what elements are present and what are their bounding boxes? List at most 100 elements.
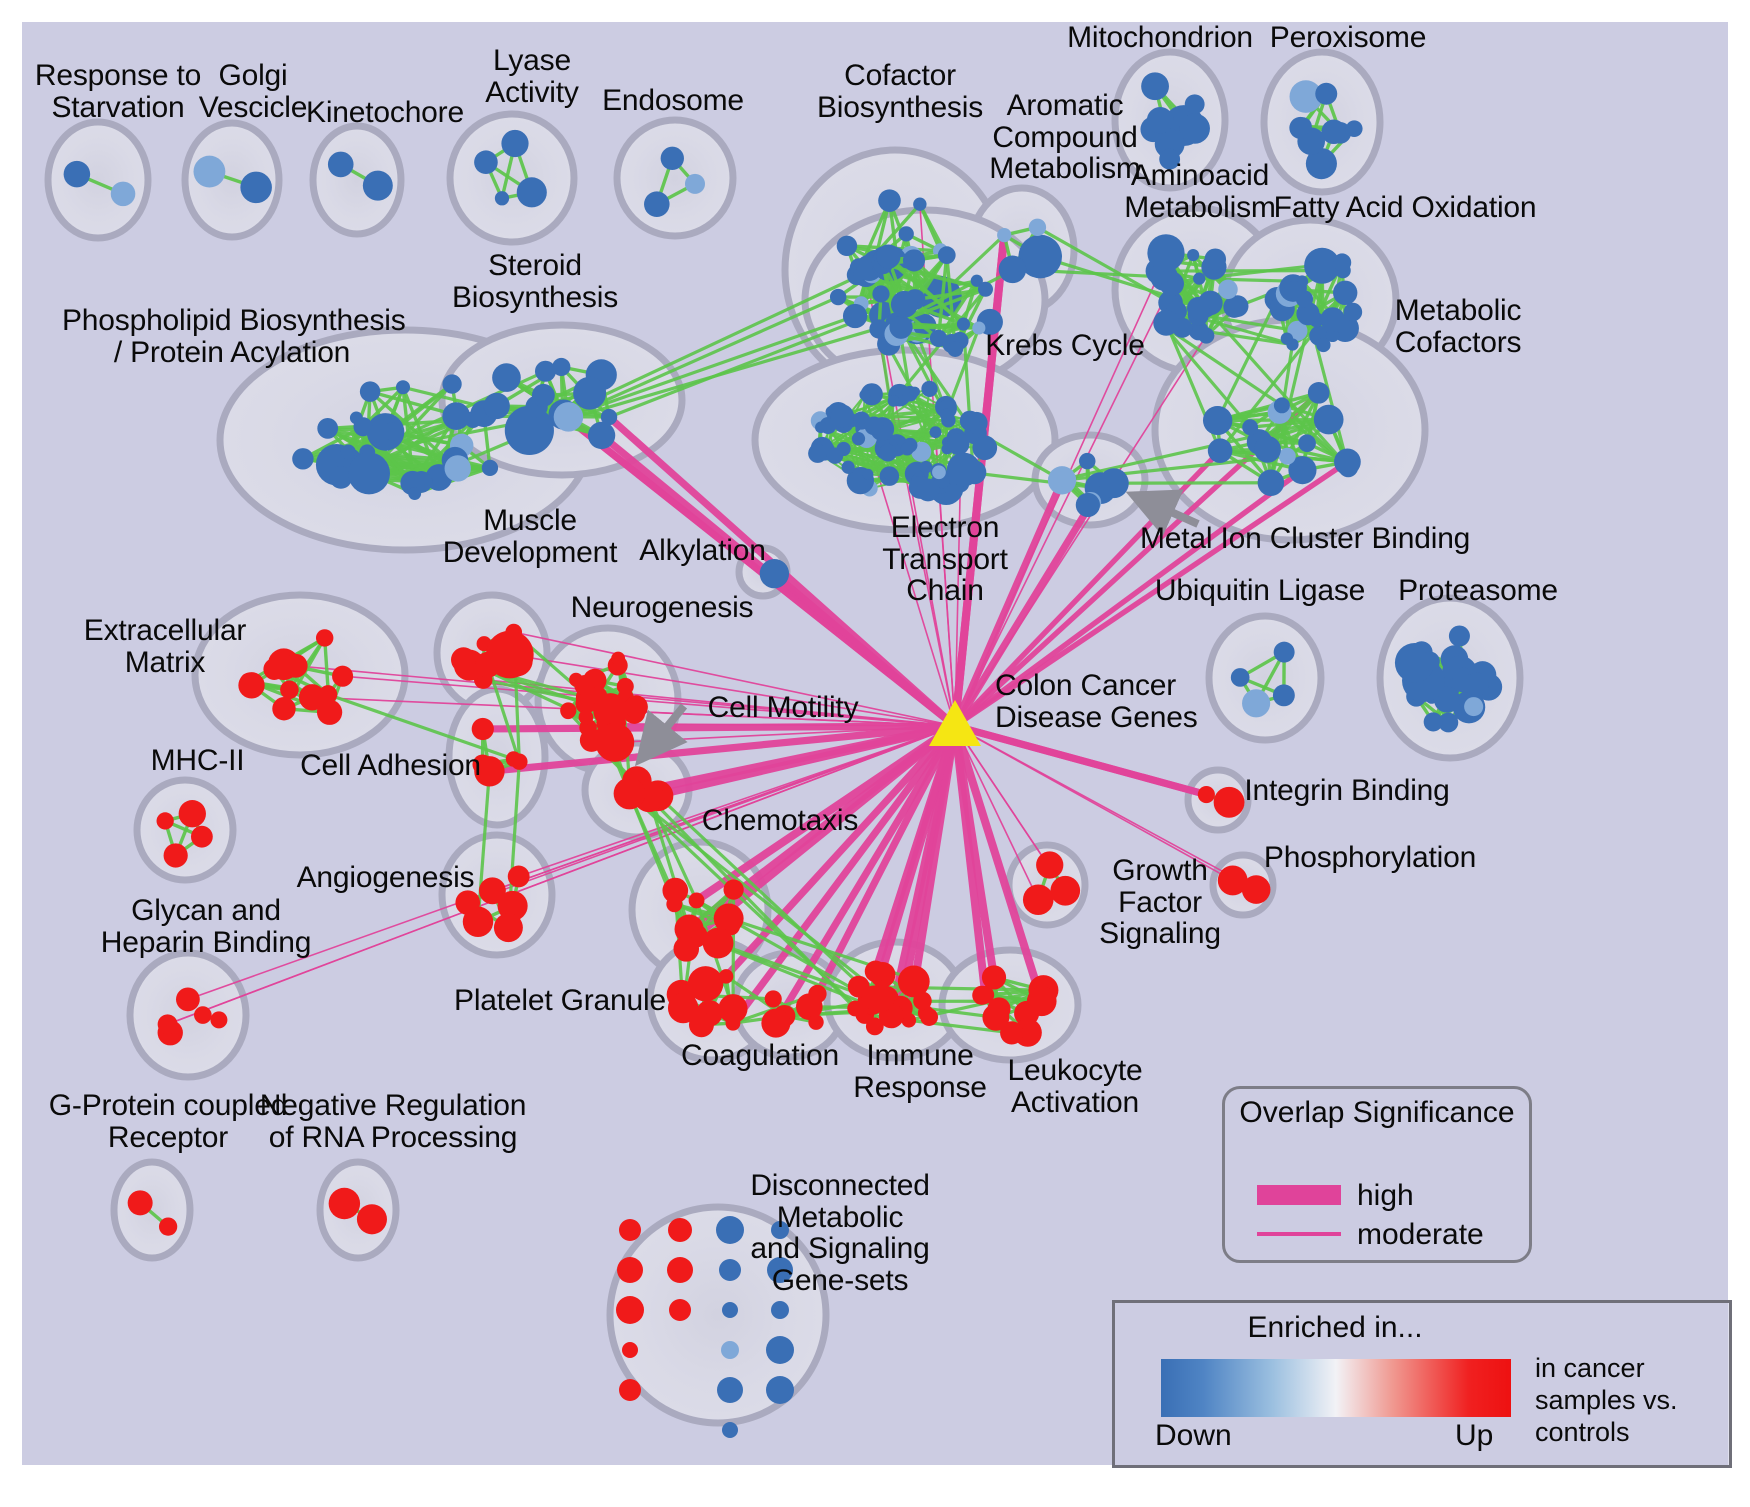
gene-set-node[interactable] — [1313, 404, 1344, 435]
disconnected-gene-set-node[interactable] — [616, 1296, 644, 1324]
gene-set-node[interactable] — [600, 408, 618, 426]
gene-set-node[interactable] — [451, 647, 476, 673]
gene-set-node[interactable] — [348, 452, 391, 495]
gene-set-node[interactable] — [1050, 875, 1081, 906]
gene-set-node[interactable] — [674, 914, 704, 944]
disconnected-gene-set-node[interactable] — [716, 1216, 744, 1244]
gene-set-node[interactable] — [859, 389, 871, 401]
gene-set-node[interactable] — [898, 226, 914, 242]
gene-set-node[interactable] — [573, 376, 607, 410]
gene-set-node[interactable] — [862, 468, 874, 480]
gene-set-node[interactable] — [713, 903, 744, 934]
gene-set-node[interactable] — [474, 756, 505, 787]
disconnected-gene-set-node[interactable] — [766, 1336, 794, 1364]
gene-set-node[interactable] — [864, 960, 887, 983]
gene-set-node[interactable] — [1218, 279, 1238, 300]
gene-set-node[interactable] — [667, 992, 699, 1024]
gene-set-node[interactable] — [1242, 419, 1259, 436]
gene-set-node[interactable] — [1320, 307, 1346, 332]
gene-set-node[interactable] — [127, 1190, 153, 1216]
gene-set-node[interactable] — [315, 629, 334, 647]
gene-set-node[interactable] — [1075, 492, 1100, 518]
gene-set-node[interactable] — [494, 191, 510, 206]
disconnected-gene-set-node[interactable] — [721, 1341, 739, 1359]
gene-set-node[interactable] — [688, 1012, 714, 1038]
gene-set-node[interactable] — [879, 443, 897, 462]
gene-set-node[interactable] — [579, 728, 604, 752]
gene-set-node[interactable] — [587, 421, 616, 450]
gene-set-node[interactable] — [1293, 117, 1312, 136]
gene-set-node[interactable] — [890, 290, 918, 318]
gene-set-node[interactable] — [1223, 296, 1246, 318]
gene-set-node[interactable] — [1345, 120, 1363, 138]
gene-set-node[interactable] — [684, 173, 706, 194]
gene-set-node[interactable] — [1298, 434, 1316, 453]
gene-set-node[interactable] — [163, 843, 188, 868]
gene-set-node[interactable] — [611, 651, 626, 666]
gene-set-node[interactable] — [913, 991, 932, 1011]
gene-set-node[interactable] — [1325, 328, 1340, 343]
gene-set-node[interactable] — [997, 227, 1012, 243]
gene-set-node[interactable] — [981, 965, 1007, 990]
gene-set-node[interactable] — [718, 994, 748, 1024]
gene-set-node[interactable] — [1147, 234, 1185, 272]
gene-set-node[interactable] — [471, 717, 494, 741]
gene-set-node[interactable] — [292, 448, 314, 470]
gene-set-node[interactable] — [432, 470, 450, 488]
gene-set-node[interactable] — [574, 675, 596, 696]
gene-set-node[interactable] — [353, 417, 373, 437]
gene-set-node[interactable] — [1316, 337, 1331, 353]
gene-set-node[interactable] — [921, 380, 938, 398]
gene-set-node[interactable] — [687, 966, 724, 1002]
gene-set-node[interactable] — [553, 402, 584, 432]
gene-set-node[interactable] — [511, 753, 528, 770]
gene-set-node[interactable] — [298, 684, 326, 711]
gene-set-node[interactable] — [317, 418, 339, 439]
gene-set-node[interactable] — [1188, 320, 1209, 341]
gene-set-node[interactable] — [178, 800, 206, 828]
gene-set-node[interactable] — [808, 443, 828, 463]
gene-set-node[interactable] — [507, 865, 530, 888]
gene-set-node[interactable] — [283, 653, 308, 678]
gene-set-node[interactable] — [1193, 272, 1206, 285]
gene-set-node[interactable] — [972, 435, 998, 461]
gene-set-node[interactable] — [897, 965, 930, 998]
gene-set-node[interactable] — [947, 432, 970, 456]
disconnected-gene-set-node[interactable] — [767, 1257, 793, 1283]
gene-set-node[interactable] — [889, 315, 913, 339]
gene-set-node[interactable] — [1278, 447, 1296, 465]
gene-set-node[interactable] — [869, 319, 889, 339]
disconnected-gene-set-node[interactable] — [619, 1379, 641, 1401]
gene-set-node[interactable] — [1273, 641, 1295, 663]
gene-set-node[interactable] — [1289, 80, 1323, 113]
gene-set-node[interactable] — [1028, 218, 1047, 237]
gene-set-node[interactable] — [723, 879, 744, 900]
gene-set-node[interactable] — [919, 460, 933, 474]
gene-set-node[interactable] — [1079, 452, 1096, 470]
gene-set-node[interactable] — [842, 303, 868, 329]
gene-set-node[interactable] — [666, 896, 683, 913]
gene-set-node[interactable] — [1464, 697, 1484, 717]
gene-set-node[interactable] — [492, 363, 521, 392]
gene-set-node[interactable] — [613, 777, 646, 810]
gene-set-node[interactable] — [947, 341, 964, 357]
gene-set-node[interactable] — [534, 360, 557, 382]
gene-set-node[interactable] — [263, 658, 286, 680]
gene-set-node[interactable] — [238, 672, 265, 699]
gene-set-node[interactable] — [210, 1011, 228, 1029]
gene-set-node[interactable] — [959, 410, 981, 431]
gene-set-node[interactable] — [1179, 113, 1210, 144]
gene-set-node[interactable] — [1018, 234, 1062, 279]
gene-set-node[interactable] — [1332, 253, 1352, 272]
gene-set-node[interactable] — [872, 285, 890, 303]
gene-set-node[interactable] — [998, 255, 1027, 284]
gene-set-node[interactable] — [1464, 672, 1489, 696]
gene-set-node[interactable] — [578, 709, 594, 725]
gene-set-node[interactable] — [1296, 302, 1320, 326]
gene-set-node[interactable] — [876, 244, 901, 269]
gene-set-node[interactable] — [916, 478, 940, 502]
gene-set-node[interactable] — [1187, 296, 1210, 320]
gene-set-node[interactable] — [483, 392, 510, 420]
gene-set-node[interactable] — [193, 155, 226, 188]
gene-set-node[interactable] — [1333, 280, 1358, 305]
